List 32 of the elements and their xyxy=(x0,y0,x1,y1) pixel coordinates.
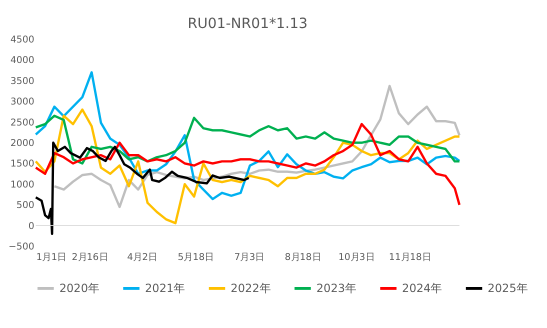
y-tick-label: 500 xyxy=(16,200,34,212)
x-tick-label: 5月18日 xyxy=(178,252,214,263)
y-tick-label: 1000 xyxy=(10,179,34,190)
line-series xyxy=(34,71,461,200)
legend-label: 2025年 xyxy=(488,282,528,296)
legend-label: 2024年 xyxy=(402,282,442,296)
x-tick-label: 1月1日 xyxy=(36,252,66,263)
line-series xyxy=(53,84,461,208)
chart-title: RU01-NR01*1.13 xyxy=(188,16,308,32)
legend-label: 2023年 xyxy=(316,282,356,296)
y-tick-label: 4000 xyxy=(10,55,34,66)
legend-label: 2021年 xyxy=(144,282,185,296)
line-series xyxy=(34,142,250,236)
x-tick-label: 4月2日 xyxy=(127,252,158,263)
legend-label: 2020年 xyxy=(59,282,100,296)
y-tick-label: 2000 xyxy=(10,138,34,150)
line-series xyxy=(34,122,461,206)
y-tick-label: 4500 xyxy=(10,34,34,46)
y-tick-label: 3500 xyxy=(10,76,34,87)
y-tick-label: 0 xyxy=(28,220,34,232)
line-series xyxy=(34,114,461,165)
x-tick-label: 11月18日 xyxy=(388,252,431,263)
x-tick-label: 8月18日 xyxy=(284,252,321,263)
x-tick-label: 10月3日 xyxy=(338,252,374,263)
y-tick-label: −500 xyxy=(8,242,34,253)
y-tick-label: 2500 xyxy=(10,117,34,128)
y-tick-label: 1500 xyxy=(10,158,34,170)
x-tick-label: 2月16日 xyxy=(72,252,108,263)
x-tick-label: 7月3日 xyxy=(234,252,264,263)
line-series xyxy=(34,108,461,224)
legend-label: 2022年 xyxy=(230,282,270,296)
y-tick-label: 3000 xyxy=(10,96,34,108)
